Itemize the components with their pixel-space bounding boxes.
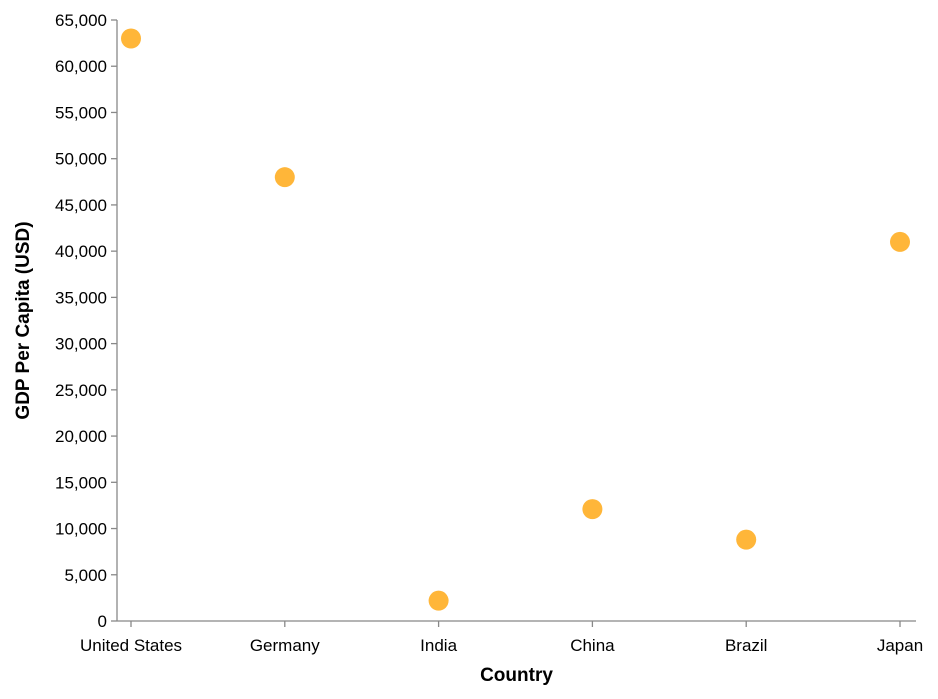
data-point[interactable]	[890, 231, 910, 252]
data-point[interactable]	[428, 590, 449, 611]
y-axis: 0 5,000 10,000 15,000 20,000 25,000 30,000 35,0…	[55, 11, 118, 631]
y-tick-label: 20,000	[55, 427, 107, 446]
data-points	[121, 28, 910, 611]
y-tick-label: 50,000	[55, 150, 107, 169]
y-tick-label: 5,000	[64, 566, 107, 585]
x-tick-label: China	[570, 636, 615, 655]
y-tick-label: 35,000	[55, 288, 107, 307]
data-point[interactable]	[274, 167, 295, 188]
x-tick-label: India	[420, 636, 457, 655]
x-axis-title: Country	[480, 665, 553, 686]
x-axis: United States Germany India China Brazil Japa…	[80, 620, 923, 655]
x-tick-label: Germany	[250, 636, 320, 655]
y-tick-label: 0	[98, 612, 107, 631]
y-tick-label: 25,000	[55, 381, 107, 400]
y-tick-label: 40,000	[55, 242, 107, 261]
y-axis-title: GDP Per Capita (USD)	[13, 221, 34, 419]
y-tick-label: 55,000	[55, 103, 107, 122]
y-tick-label: 45,000	[55, 196, 107, 215]
y-tick-label: 60,000	[55, 57, 107, 76]
x-tick-label: Brazil	[725, 636, 768, 655]
x-tick-label: Japan	[877, 636, 923, 655]
data-point[interactable]	[736, 529, 757, 550]
y-tick-label: 10,000	[55, 520, 107, 539]
data-point[interactable]	[121, 28, 141, 49]
y-tick-label: 30,000	[55, 335, 107, 354]
y-tick-label: 15,000	[55, 473, 107, 492]
y-tick-label: 65,000	[55, 11, 107, 30]
x-tick-label: United States	[80, 636, 182, 655]
data-point[interactable]	[582, 499, 603, 520]
